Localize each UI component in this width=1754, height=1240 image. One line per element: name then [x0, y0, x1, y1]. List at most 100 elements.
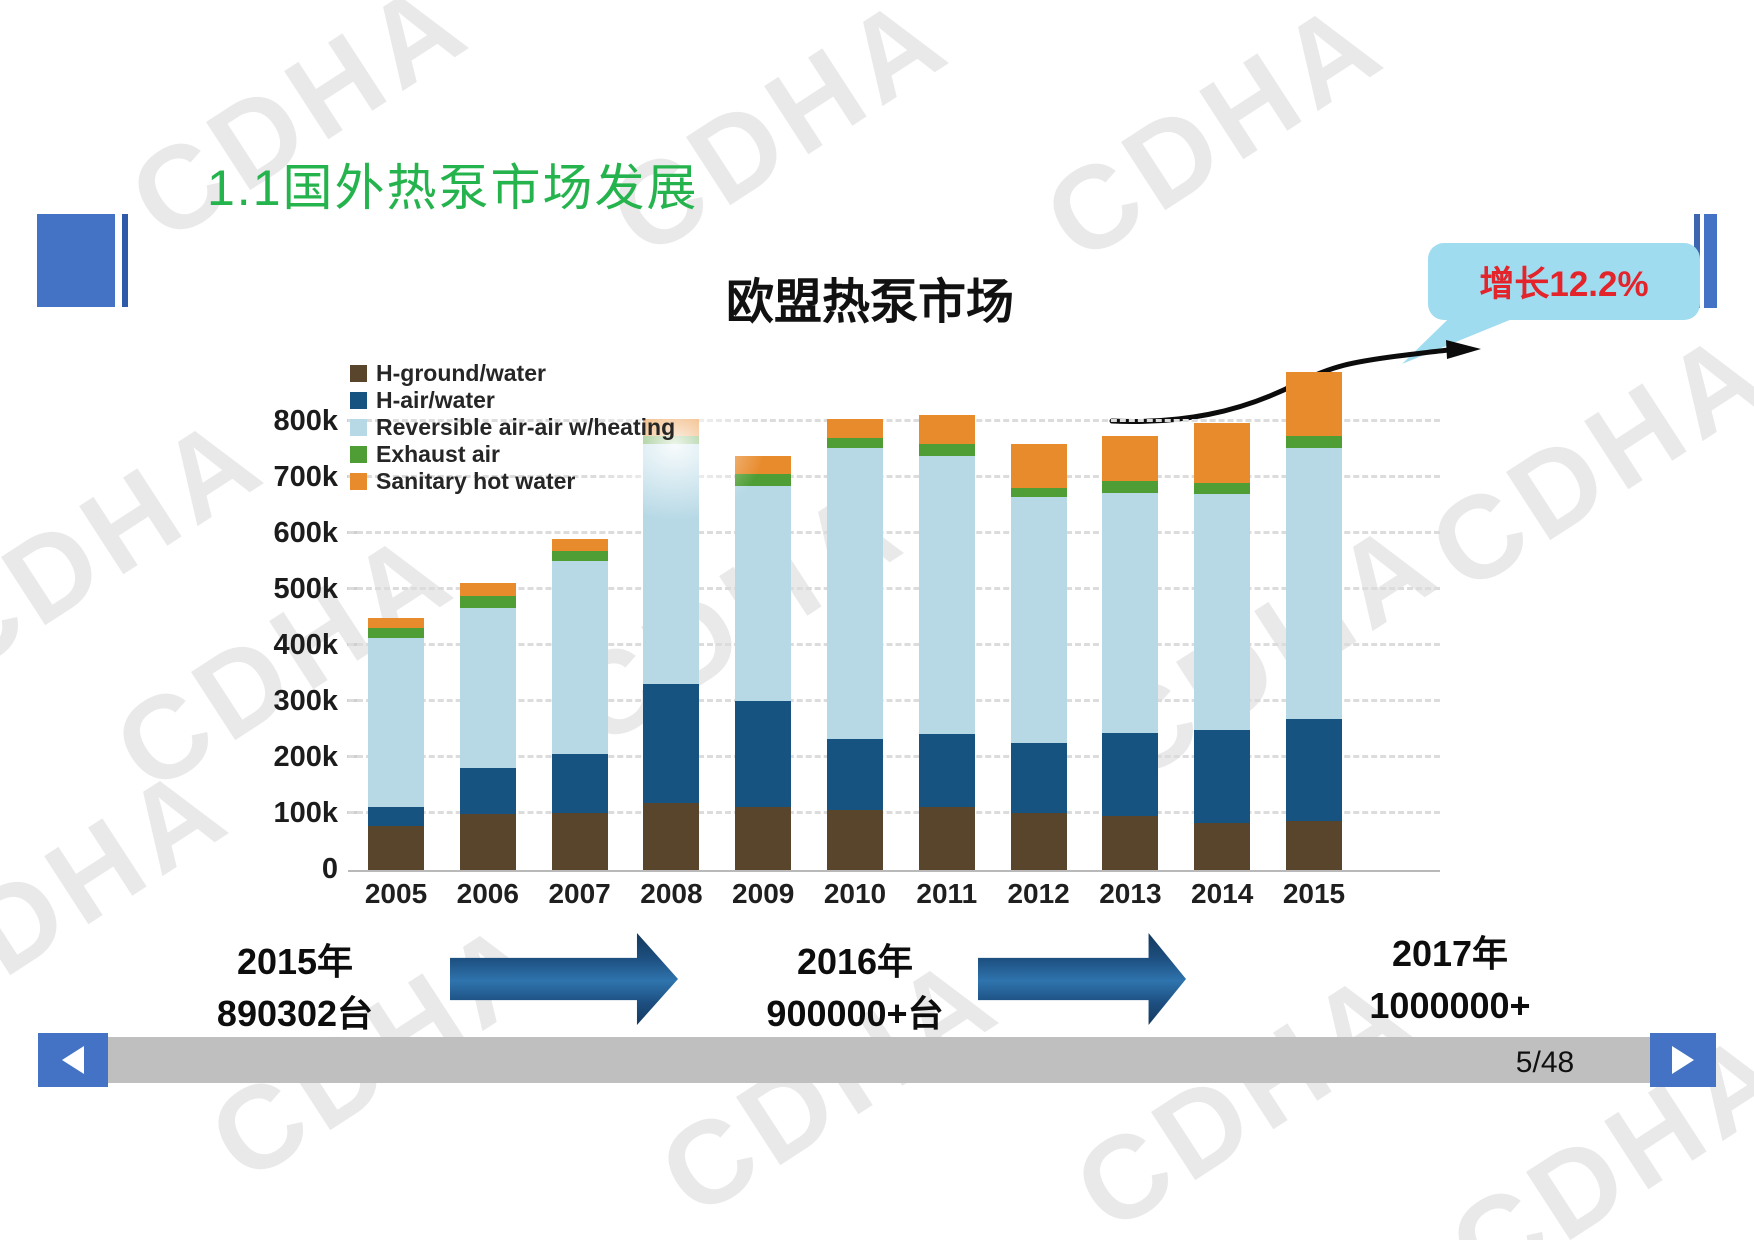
- timeline-2015: 2015年 890302台: [170, 936, 420, 1040]
- bar-2009: [735, 456, 792, 870]
- watermark-text: CDHA: [1407, 303, 1754, 617]
- bar-2012: [1010, 444, 1067, 870]
- bar-segment: [368, 618, 424, 629]
- x-axis-label-2007: 2007: [548, 878, 611, 909]
- gridline-700k: [348, 475, 1440, 478]
- legend-swatch-icon: [350, 419, 367, 436]
- legend-swatch-icon: [350, 392, 367, 409]
- left-decor-bar: [122, 214, 128, 307]
- arrow-right-icon: [1672, 1046, 1694, 1074]
- y-axis-label-100k: 100k: [273, 797, 338, 829]
- nav-bar: [38, 1037, 1716, 1083]
- legend-item: H-ground/water: [350, 360, 675, 387]
- gridline-500k: [348, 587, 1440, 590]
- y-axis: 800k 700k 600k 500k 400k 300k 200k 100k 0: [210, 358, 362, 885]
- bar-segment: [1102, 493, 1159, 733]
- bar-2014: [1194, 423, 1251, 870]
- bar-segment: [1010, 487, 1067, 497]
- bar-segment: [551, 754, 608, 813]
- next-slide-button[interactable]: [1650, 1033, 1716, 1087]
- timeline-2017: 2017年 1000000+: [1325, 928, 1575, 1032]
- bar-segment: [459, 582, 516, 597]
- x-axis-label-2006: 2006: [456, 878, 519, 909]
- legend-label: H-ground/water: [376, 360, 546, 386]
- bar-segment: [551, 550, 608, 561]
- x-axis-label-2014: 2014: [1191, 878, 1254, 909]
- bar-segment: [1010, 496, 1067, 743]
- bar-2007: [551, 538, 608, 870]
- bar-segment: [643, 683, 700, 803]
- x-axis-label-2013: 2013: [1099, 878, 1162, 909]
- watermark-text: CDHA: [107, 0, 493, 267]
- bar-segment: [1102, 480, 1159, 494]
- x-axis-label-2008: 2008: [640, 878, 703, 909]
- x-axis-label-2005: 2005: [364, 878, 428, 909]
- legend-label: Sanitary hot water: [376, 468, 576, 494]
- plot-area: [348, 358, 1440, 872]
- bar-segment: [1102, 436, 1159, 481]
- timeline-arrow-2: [978, 933, 1186, 1025]
- x-axis-label-2009: 2009: [732, 878, 795, 909]
- x-axis-label-2015: 2015: [1282, 878, 1346, 909]
- bar-segment: [918, 733, 975, 807]
- bar-segment: [1285, 371, 1342, 437]
- watermark-text: CDHA: [1022, 0, 1408, 287]
- bar-segment: [918, 414, 975, 444]
- bar-segment: [459, 768, 516, 814]
- gridline-600k: [348, 531, 1440, 534]
- timeline-2016-value: 900000+台: [766, 993, 944, 1035]
- bar-segment: [1194, 483, 1251, 495]
- bar-segment: [826, 419, 883, 439]
- y-axis-label-600k: 600k: [273, 517, 338, 549]
- bar-2013: [1102, 436, 1159, 870]
- bar-segment: [368, 637, 424, 807]
- gridline-400k: [348, 643, 1440, 646]
- chart-title: 欧盟热泵市场: [725, 276, 1014, 329]
- x-axis: 2005 2006 2007 2008 2009 2010 2011 2012 2013 2014…: [348, 878, 1440, 910]
- bar-segment: [735, 485, 792, 701]
- bar-segment: [735, 474, 792, 486]
- timeline-2017-year: 2017年: [1391, 933, 1509, 974]
- left-decor-square: [37, 214, 115, 307]
- callout-tail: [1402, 317, 1517, 364]
- bar-segment: [1194, 730, 1251, 823]
- bar-segment: [918, 456, 975, 734]
- x-axis-label-2011: 2011: [916, 878, 978, 909]
- arrow-left-icon: [62, 1046, 84, 1074]
- gridline-300k: [348, 699, 1440, 702]
- bar-segment: [735, 807, 792, 870]
- bar-segment: [551, 538, 608, 551]
- legend-swatch-icon: [350, 365, 367, 382]
- timeline-2015-year: 2015年: [236, 941, 354, 982]
- bar-segment: [735, 456, 792, 475]
- bar-segment: [918, 443, 975, 457]
- timeline-2015-value: 890302台: [216, 993, 374, 1035]
- page-title: 1.1国外热泵市场发展: [207, 160, 699, 216]
- bar-segment: [918, 806, 975, 870]
- legend-label: H-air/water: [376, 387, 495, 413]
- prev-slide-button[interactable]: [38, 1033, 108, 1087]
- bar-segment: [551, 812, 608, 870]
- y-axis-label-200k: 200k: [273, 741, 338, 773]
- legend-item: Exhaust air: [350, 441, 675, 468]
- bar-segment: [826, 809, 883, 870]
- bar-segment: [368, 826, 424, 870]
- bar-2005: [368, 618, 424, 870]
- bar-segment: [459, 607, 516, 769]
- bar-segment: [1010, 444, 1067, 488]
- gridline-200k: [348, 755, 1440, 758]
- gridline-100k: [348, 811, 1440, 814]
- bar-segment: [1194, 494, 1251, 731]
- legend-item: Sanitary hot water: [350, 468, 675, 495]
- bar-2011: [918, 414, 975, 870]
- legend-swatch-icon: [350, 473, 367, 490]
- bar-segment: [1285, 820, 1342, 870]
- bar-segment: [1285, 718, 1342, 821]
- legend-label: Exhaust air: [376, 441, 500, 467]
- bar-segment: [1194, 423, 1251, 484]
- bar-segment: [1285, 447, 1342, 719]
- page-indicator: 5/48: [1515, 1046, 1575, 1079]
- legend-label: Reversible air-air w/heating: [376, 414, 676, 440]
- bar-segment: [1102, 816, 1159, 870]
